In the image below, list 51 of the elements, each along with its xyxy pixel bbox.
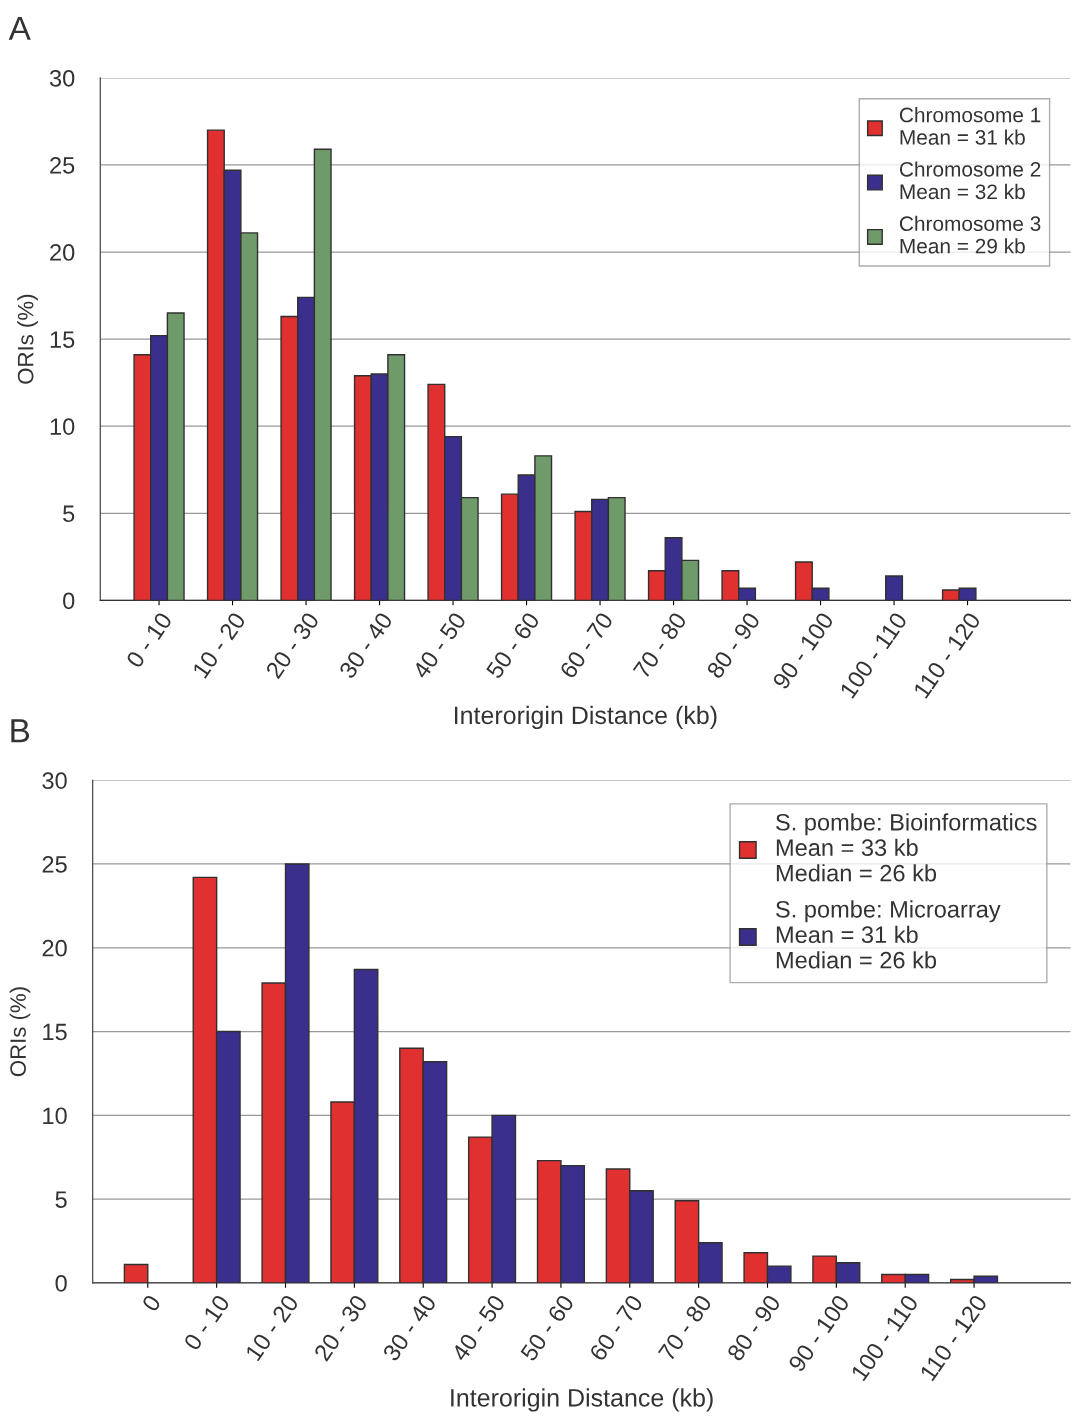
x-tick-label: 60 - 70 <box>588 1293 644 1362</box>
x-tick-label: 100 - 110 <box>839 611 908 699</box>
x-tick-label: 70 - 80 <box>657 1293 713 1362</box>
y-tick-label: 5 <box>63 505 75 523</box>
legend-label: Chromosome 2 Mean = 32 kb <box>899 161 1041 200</box>
x-tick-label: 0 - 10 <box>125 611 173 669</box>
y-tick-label: 30 <box>49 69 75 87</box>
y-tick-label: 10 <box>50 418 75 435</box>
x-tick-label: 40 - 50 <box>450 1293 506 1363</box>
y-tick-label: 15 <box>50 331 75 348</box>
x-tick-label: 20 - 30 <box>265 611 320 680</box>
x-tick-label: 30 - 40 <box>382 1293 437 1363</box>
y-tick-label: 15 <box>43 1023 67 1041</box>
x-tick-label: 50 - 60 <box>485 611 541 680</box>
y-tick-label: 0 <box>55 1274 67 1292</box>
y-tick-label: 10 <box>43 1107 67 1125</box>
y-tick-label: 20 <box>50 244 75 261</box>
x-tick-label: 0 <box>141 1293 162 1313</box>
x-axis-title: Interorigin Distance (kb) <box>454 705 717 730</box>
x-axis-title: Interorigin Distance (kb) <box>451 1388 713 1412</box>
x-tick-label: 100 - 110 <box>850 1293 919 1382</box>
y-tick-label: 5 <box>55 1191 67 1208</box>
x-tick-label: 90 - 100 <box>772 611 835 691</box>
y-tick-label: 0 <box>63 592 75 610</box>
y-axis-title: ORIs (%) <box>9 987 31 1077</box>
x-tick-label: 0 - 10 <box>183 1293 231 1352</box>
x-tick-label: 70 - 80 <box>632 611 688 680</box>
y-tick-label: 25 <box>50 157 75 174</box>
legend-label: S. pombe: Microarray Mean = 31 kb Median = 26 kb <box>776 900 1001 969</box>
legend-label: Chromosome 1 Mean = 31 kb <box>899 107 1041 145</box>
legend-label: Chromosome 3 Mean = 29 kb <box>899 215 1041 254</box>
y-tick-label: 20 <box>42 939 67 957</box>
chart-title: B <box>11 719 30 743</box>
chart-title: A <box>8 16 31 40</box>
x-tick-label: 80 - 90 <box>705 611 761 680</box>
x-tick-label: 60 - 70 <box>559 611 614 680</box>
y-tick-label: 30 <box>42 772 67 789</box>
x-tick-label: 110 - 120 <box>912 611 982 699</box>
x-tick-label: 110 - 120 <box>919 1293 988 1382</box>
bar <box>885 575 904 601</box>
x-tick-label: 80 - 90 <box>726 1293 782 1362</box>
legend-label: S. pombe: Bioinformatics Mean = 33 kb Median = 26 kb <box>776 813 1037 882</box>
x-tick-label: 20 - 30 <box>313 1293 369 1362</box>
x-tick-label: 30 - 40 <box>338 611 394 680</box>
x-tick-label: 90 - 100 <box>787 1293 851 1373</box>
x-tick-label: 10 - 20 <box>244 1293 300 1362</box>
x-tick-label: 10 - 20 <box>191 611 247 679</box>
x-tick-label: 40 - 50 <box>411 611 467 680</box>
x-tick-label: 50 - 60 <box>519 1293 575 1362</box>
y-tick-label: 25 <box>42 856 67 873</box>
y-axis-title: ORIs (%) <box>17 294 38 384</box>
